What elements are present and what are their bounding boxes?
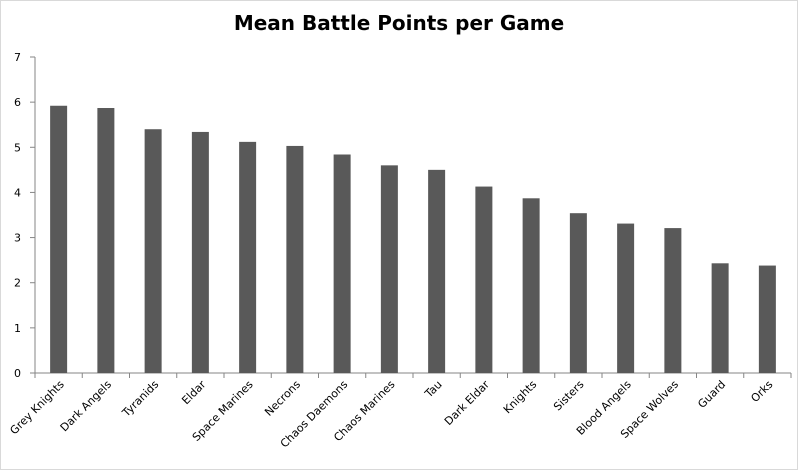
bar [286,145,304,373]
bar [97,108,115,374]
bar [239,141,257,373]
bar [569,213,587,373]
bar [50,105,68,374]
chart-title: Mean Battle Points per Game [233,11,565,35]
y-tick-label: 4 [14,186,21,199]
bar [758,265,776,373]
x-category-label: Knights [501,378,540,417]
x-category-label: Tyranids [119,378,161,420]
y-tick-label: 2 [14,277,21,290]
x-category-label: Dark Angels [58,378,114,434]
bar [191,131,209,373]
bar [428,169,446,373]
bars [50,105,776,374]
bar [522,198,540,373]
x-category-label: Dark Eldar [442,378,492,428]
x-category-label: Grey Knights [7,378,66,437]
x-category-label: Necrons [262,378,303,419]
bar [617,223,635,373]
bar [711,263,729,373]
y-tick-label: 5 [14,141,21,154]
bar [144,129,162,373]
bar [333,154,351,373]
bar [664,228,682,373]
y-tick-label: 1 [14,322,21,335]
y-tick-label: 6 [14,96,21,109]
bar [380,165,398,373]
x-category-label: Orks [748,378,775,405]
y-tick-label: 0 [14,367,21,380]
x-category-label: Tau [422,378,445,401]
y-tick-label: 7 [14,51,21,64]
y-tick-label: 3 [14,232,21,245]
x-category-label: Sisters [551,378,587,414]
x-category-label: Eldar [179,378,209,408]
x-category-label: Guard [695,378,728,411]
bar [475,186,493,373]
